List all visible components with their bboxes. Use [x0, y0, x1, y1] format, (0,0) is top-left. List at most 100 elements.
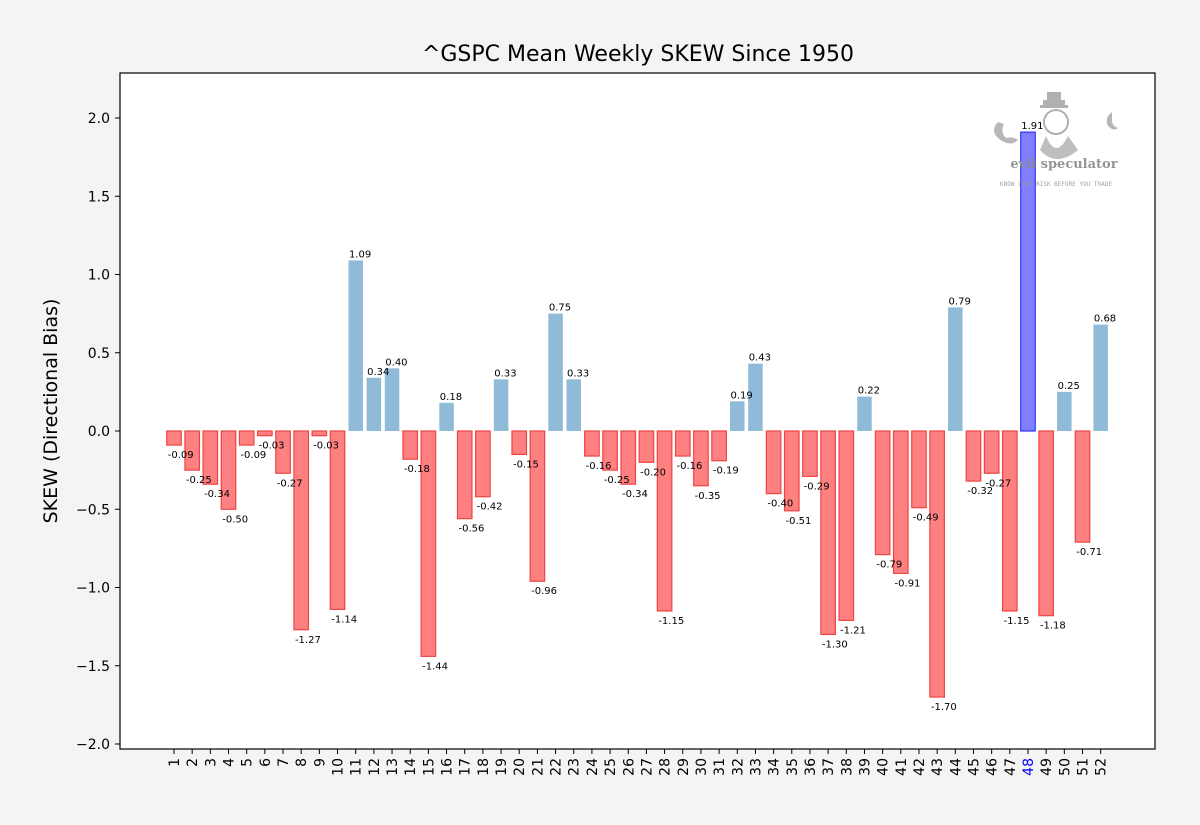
plot-area [120, 73, 1155, 749]
bar-value-label: 0.40 [385, 357, 407, 368]
bar-value-label: -0.42 [477, 502, 503, 513]
bar-value-label: -0.50 [222, 514, 248, 525]
bar-value-label: -0.40 [767, 499, 793, 510]
bar-value-label: 0.33 [567, 368, 589, 379]
watermark-brand-text: evil speculator [1010, 157, 1117, 172]
x-tick-label: 24 [585, 758, 601, 776]
bar-value-label: -0.79 [876, 560, 902, 571]
x-tick-label: 3 [203, 758, 219, 767]
bar-week-49 [1038, 430, 1055, 617]
y-tick-label: 0.0 [88, 424, 110, 440]
bar-value-label: -0.09 [240, 450, 266, 461]
x-tick-label: 5 [240, 758, 256, 767]
bar-week-20 [511, 430, 528, 456]
x-tick-label: 46 [985, 758, 1001, 776]
x-tick-label: 19 [494, 758, 510, 776]
bar-week-5 [238, 430, 255, 446]
x-tick-label: 17 [458, 758, 474, 776]
watermark-right-swan-icon [1106, 112, 1118, 130]
bar-value-label: 0.19 [731, 390, 753, 401]
x-tick-label: 25 [603, 758, 619, 776]
bar-week-29 [674, 430, 691, 457]
bar-week-31 [711, 430, 727, 462]
watermark-left-swan-icon [994, 122, 1018, 144]
x-tick-label: 47 [1003, 758, 1019, 776]
bar-week-39 [857, 396, 872, 431]
bar-week-47 [1001, 430, 1018, 612]
x-tick-label: 33 [748, 758, 764, 776]
bar-week-16 [439, 402, 454, 431]
y-tick-label: 2.0 [88, 111, 110, 127]
x-tick-label: 4 [222, 758, 238, 767]
bar-value-label: -0.34 [622, 489, 648, 500]
x-tick-label: 40 [876, 758, 892, 776]
bar-week-41 [892, 430, 909, 575]
x-tick-label: 1 [167, 758, 183, 767]
x-tick-label: 35 [785, 758, 801, 776]
bar-week-46 [983, 430, 1000, 474]
bar-week-42 [911, 430, 927, 509]
x-tick-label: 21 [530, 758, 546, 776]
bar-value-label: -0.34 [204, 489, 230, 500]
bar-value-label: -0.96 [531, 586, 557, 597]
x-tick-label: 27 [639, 758, 655, 776]
bar-value-label: -0.15 [513, 459, 539, 470]
bar-week-38 [838, 430, 855, 621]
x-tick-label: 36 [803, 758, 819, 776]
bar-value-label: 0.33 [494, 368, 516, 379]
x-tick-label: 15 [421, 758, 437, 776]
bar-week-27 [638, 430, 655, 463]
bar-week-24 [584, 430, 600, 457]
bar-week-37 [820, 430, 836, 636]
bar-value-label: -0.16 [677, 461, 703, 472]
x-tick-label: 18 [476, 758, 492, 776]
x-tick-label: 6 [258, 758, 274, 767]
bar-week-48 [1020, 131, 1036, 432]
x-tick-label: 23 [567, 758, 583, 776]
x-tick-label: 8 [294, 758, 310, 767]
bar-value-label: -1.15 [1004, 616, 1030, 627]
bar-week-52 [1093, 324, 1108, 431]
bar-value-label: 0.79 [949, 296, 971, 307]
x-tick-label: 13 [385, 758, 401, 776]
bar-week-19 [493, 379, 509, 431]
bar-week-17 [456, 430, 473, 520]
bar-value-label: -0.19 [713, 466, 739, 477]
bar-week-7 [275, 430, 291, 474]
y-tick-label: −0.5 [76, 502, 110, 518]
bar-value-label: 0.43 [749, 353, 771, 364]
bar-value-label: -1.21 [840, 625, 866, 636]
bar-value-label: -0.32 [967, 486, 993, 497]
chart-title: ^GSPC Mean Weekly SKEW Since 1950 [422, 42, 854, 67]
bar-value-label: -1.70 [931, 702, 957, 713]
y-axis-label: SKEW (Directional Bias) [40, 299, 62, 524]
bar-value-label: 0.34 [367, 367, 389, 378]
bar-week-35 [783, 430, 800, 512]
bar-week-10 [329, 430, 346, 611]
bar-week-40 [874, 430, 891, 556]
bar-week-6 [257, 430, 273, 437]
x-tick-label: 34 [767, 758, 783, 776]
bar-week-32 [730, 401, 745, 431]
bar-value-label: -0.20 [640, 467, 666, 478]
bar-week-51 [1074, 430, 1091, 543]
x-tick-label: 32 [730, 758, 746, 776]
bars [166, 131, 1108, 698]
bar-week-12 [366, 377, 382, 431]
bar-week-36 [802, 430, 818, 477]
bar-value-label: 0.18 [440, 392, 462, 403]
watermark-tagline-text: KNOW YOUR RISK BEFORE YOU TRADE [1000, 181, 1112, 188]
bar-value-label: -0.16 [586, 461, 612, 472]
bar-value-label: -0.03 [259, 441, 285, 452]
bar-value-label: -0.27 [985, 478, 1011, 489]
bar-week-34 [765, 430, 782, 495]
x-tick-label: 14 [403, 758, 419, 776]
x-tick-label: 43 [930, 758, 946, 776]
bar-week-15 [420, 430, 437, 657]
bar-week-50 [1057, 391, 1072, 432]
x-tick-label: 7 [276, 758, 292, 767]
bar-value-label: -0.18 [404, 464, 430, 475]
bar-value-label: -0.56 [458, 524, 484, 535]
bar-value-label: 0.68 [1094, 314, 1116, 325]
bar-week-1 [166, 430, 182, 446]
